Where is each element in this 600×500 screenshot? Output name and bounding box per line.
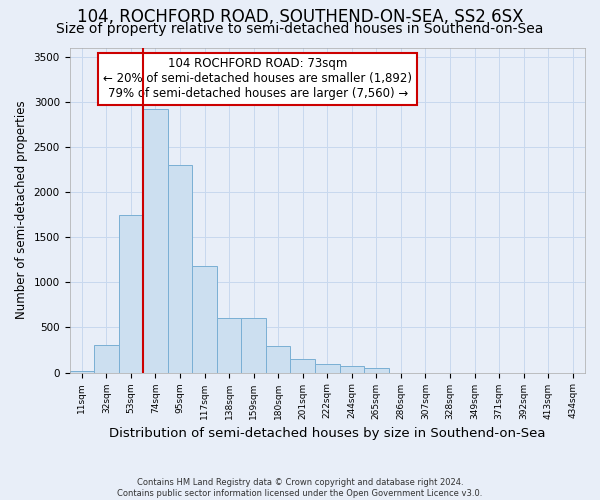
Text: Size of property relative to semi-detached houses in Southend-on-Sea: Size of property relative to semi-detach… — [56, 22, 544, 36]
Bar — [217, 318, 241, 372]
X-axis label: Distribution of semi-detached houses by size in Southend-on-Sea: Distribution of semi-detached houses by … — [109, 427, 545, 440]
Bar — [241, 318, 266, 372]
Text: 104, ROCHFORD ROAD, SOUTHEND-ON-SEA, SS2 6SX: 104, ROCHFORD ROAD, SOUTHEND-ON-SEA, SS2… — [77, 8, 523, 26]
Bar — [143, 109, 168, 372]
Bar — [94, 344, 119, 372]
Bar — [119, 214, 143, 372]
Bar — [315, 364, 340, 372]
Text: 104 ROCHFORD ROAD: 73sqm
← 20% of semi-detached houses are smaller (1,892)
79% o: 104 ROCHFORD ROAD: 73sqm ← 20% of semi-d… — [103, 58, 412, 100]
Bar — [340, 366, 364, 372]
Bar — [192, 266, 217, 372]
Bar — [168, 165, 192, 372]
Bar — [364, 368, 389, 372]
Bar — [290, 360, 315, 372]
Y-axis label: Number of semi-detached properties: Number of semi-detached properties — [15, 100, 28, 320]
Bar — [70, 371, 94, 372]
Bar — [266, 346, 290, 372]
Text: Contains HM Land Registry data © Crown copyright and database right 2024.
Contai: Contains HM Land Registry data © Crown c… — [118, 478, 482, 498]
